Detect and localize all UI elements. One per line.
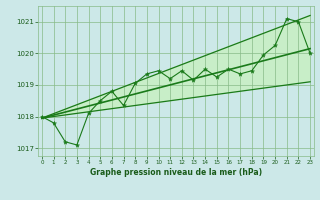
Polygon shape (42, 15, 310, 118)
X-axis label: Graphe pression niveau de la mer (hPa): Graphe pression niveau de la mer (hPa) (90, 168, 262, 177)
